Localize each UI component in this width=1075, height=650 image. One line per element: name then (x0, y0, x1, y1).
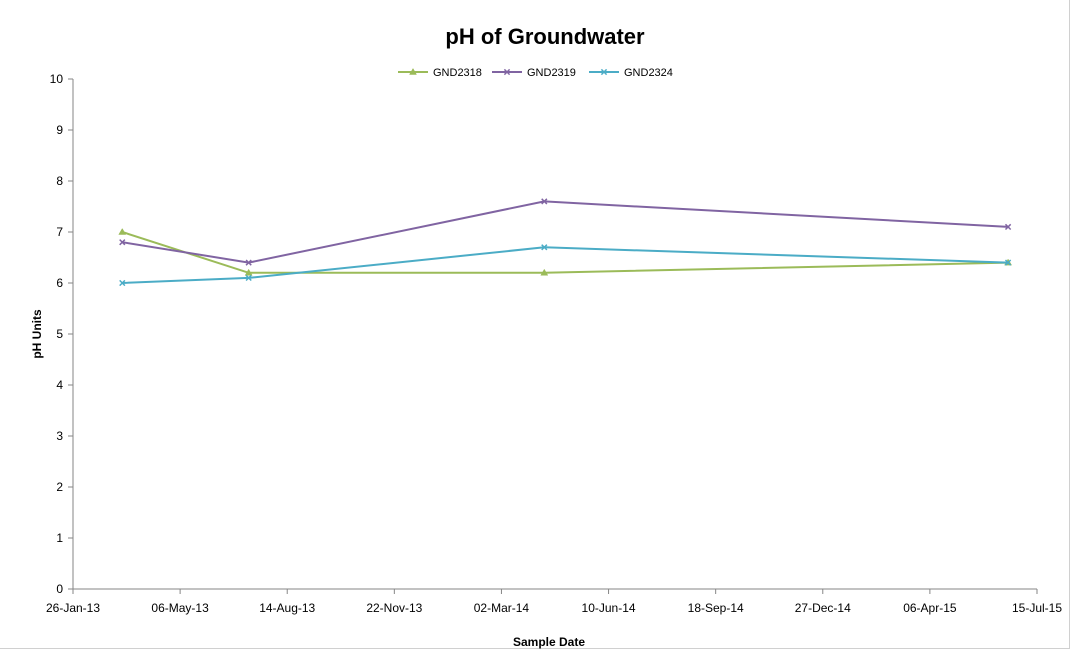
y-tick-label: 9 (56, 123, 63, 137)
legend-label: GND2318 (433, 67, 482, 79)
series-gnd2324 (119, 244, 1012, 287)
data-point-marker (119, 239, 126, 246)
series-line (121, 231, 1009, 274)
y-tick-label: 7 (56, 225, 63, 239)
data-point-marker (245, 259, 252, 266)
y-tick-label: 10 (50, 72, 64, 86)
data-point-marker (1004, 259, 1012, 266)
x-tick-label: 18-Sep-14 (688, 601, 744, 615)
x-tick-label: 06-Apr-15 (903, 601, 957, 615)
data-point-marker (244, 268, 253, 276)
x-tick-label: 06-May-13 (151, 601, 209, 615)
legend: GND2318 GND2319 GND2324 (398, 67, 673, 79)
data-point-marker (503, 68, 511, 76)
x-tick-label: 26-Jan-13 (46, 601, 100, 615)
data-point-marker (541, 198, 548, 205)
y-tick-label: 5 (56, 327, 63, 341)
data-point-marker (245, 274, 252, 282)
y-tick-label: 4 (56, 378, 63, 392)
data-point-marker (540, 268, 549, 276)
y-tick-label: 3 (56, 429, 63, 443)
y-tick-label: 1 (56, 531, 63, 545)
series-line (122, 200, 1009, 264)
data-point-marker (118, 228, 127, 235)
legend-item-gnd2319: GND2319 (492, 67, 576, 79)
series-gnd2318 (118, 228, 1013, 276)
y-tick-label: 8 (56, 174, 63, 188)
series-line (122, 246, 1009, 284)
x-tick-label: 02-Mar-14 (474, 601, 530, 615)
x-tick-label: 10-Jun-14 (582, 601, 636, 615)
y-tick-label: 6 (56, 276, 63, 290)
x-tick-label: 15-Jul-15 (1012, 601, 1062, 615)
legend-item-gnd2324: GND2324 (589, 67, 673, 79)
x-axis-title: Sample Date (513, 635, 585, 649)
data-point-marker (1004, 223, 1012, 231)
x-axis: 26-Jan-13 06-May-13 14-Aug-13 22-Nov-13 02-M… (46, 588, 1062, 615)
data-point-marker (600, 68, 608, 76)
legend-item-gnd2318: GND2318 (398, 67, 482, 79)
x-tick-label: 22-Nov-13 (366, 601, 422, 615)
y-axis-title: pH Units (30, 309, 44, 359)
y-tick-label: 2 (56, 480, 63, 494)
series-layer (118, 198, 1013, 287)
legend-label: GND2324 (624, 67, 673, 79)
data-point-marker (119, 279, 126, 287)
y-axis: 0 1 2 3 4 5 6 7 8 9 10 (50, 72, 74, 596)
data-point-marker (409, 68, 417, 75)
chart-title: pH of Groundwater (445, 24, 645, 49)
legend-label: GND2319 (527, 67, 576, 79)
data-point-marker (541, 244, 548, 251)
x-tick-label: 14-Aug-13 (259, 601, 315, 615)
series-gnd2319 (119, 198, 1012, 266)
x-tick-label: 27-Dec-14 (795, 601, 851, 615)
y-tick-label: 0 (56, 582, 63, 596)
